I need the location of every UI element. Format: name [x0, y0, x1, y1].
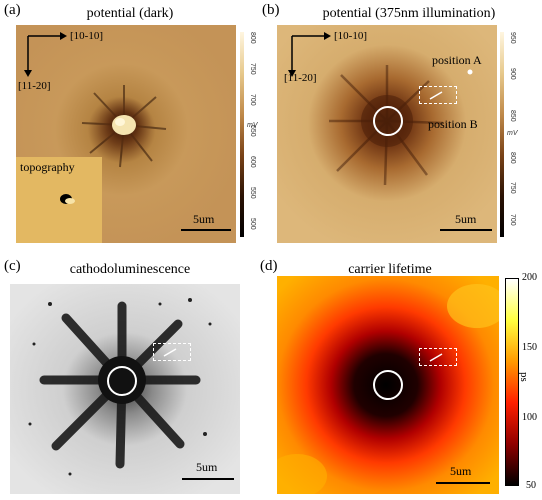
- panel-a-scalebar-label: 5um: [193, 212, 215, 226]
- panel-b-box-line: [429, 91, 443, 100]
- panel-b-position-a-label: position A: [432, 53, 482, 67]
- panel-d-title: carrier lifetime: [348, 262, 432, 277]
- panel-d-scalebar: [436, 482, 490, 484]
- panel-c-label: (c): [4, 258, 21, 274]
- colorbar-tick: 700: [509, 214, 516, 226]
- panel-a-dir-y-label: [11-20]: [18, 80, 51, 92]
- panel-b-scalebar-label: 5um: [455, 212, 477, 226]
- panel-b-position-a-marker: [467, 69, 473, 75]
- panel-b-title: potential (375nm illumination): [322, 6, 496, 21]
- colorbar-tick: 800: [509, 152, 516, 164]
- panel-a-title: potential (dark): [86, 6, 174, 21]
- panel-d-dashed-box: [419, 348, 457, 366]
- panel-a-colorbar-ticks: 800 750 700 650 600 550 500: [246, 32, 258, 237]
- colorbar-tick: 100: [522, 412, 537, 423]
- panel-c-box-line: [163, 348, 177, 357]
- panel-c-dashed-box: [153, 343, 191, 361]
- panel-a-topography-image: [16, 157, 102, 243]
- colorbar-tick: 750: [509, 182, 516, 194]
- colorbar-tick: 150: [522, 342, 537, 353]
- panel-d-label: (d): [260, 258, 278, 274]
- panel-b-position-b-label: position B: [428, 117, 478, 131]
- colorbar-tick: 900: [509, 68, 516, 80]
- panel-a-dir-x-label: [10-10]: [70, 30, 103, 42]
- panel-c-scalebar-label: 5um: [196, 460, 218, 474]
- panel-a-colorbar-unit: mV: [247, 122, 258, 129]
- panel-a-topography-inset: [16, 157, 102, 243]
- panel-d-box-line: [429, 353, 443, 362]
- panel-c-title: cathodoluminescence: [69, 262, 191, 277]
- panel-a-defect-core: [112, 115, 136, 135]
- panel-b-scalebar: [440, 229, 492, 231]
- panel-b-position-b-box: [419, 86, 457, 104]
- colorbar-tick: 800: [249, 32, 256, 44]
- panel-d-colorbar: [505, 278, 519, 486]
- colorbar-tick: 700: [249, 94, 256, 106]
- panel-a-colorbar: [240, 32, 244, 237]
- panel-b-dir-x-label: [10-10]: [334, 30, 367, 42]
- panel-d-scalebar-label: 5um: [450, 464, 472, 478]
- panel-b-colorbar: [500, 32, 504, 237]
- panel-d-circle: [373, 370, 403, 400]
- colorbar-tick: 950: [509, 32, 516, 44]
- panel-c-scalebar: [182, 478, 234, 480]
- colorbar-tick: 550: [249, 187, 256, 199]
- colorbar-tick: 750: [249, 63, 256, 75]
- panel-b-colorbar-unit: mV: [507, 130, 518, 137]
- panel-d-colorbar-ticks: 200 150 100 50: [522, 272, 542, 492]
- colorbar-tick: 500: [249, 218, 256, 230]
- panel-a-topography-label: topography: [20, 160, 75, 174]
- panel-b-label: (b): [262, 2, 280, 18]
- panel-a-direction-arrows: [24, 32, 67, 77]
- panel-b-position-b-circle: [373, 106, 403, 136]
- colorbar-tick: 200: [522, 272, 537, 283]
- panel-b-direction-arrows: [288, 32, 331, 77]
- panel-b-dir-y-label: [11-20]: [284, 72, 317, 84]
- panel-c-dark-spots: [28, 298, 212, 476]
- colorbar-tick: 600: [249, 156, 256, 168]
- panel-d-colorbar-unit: ps: [518, 372, 530, 382]
- panel-a-label: (a): [4, 2, 21, 18]
- colorbar-tick: 50: [526, 480, 536, 491]
- colorbar-tick: 850: [509, 110, 516, 122]
- panel-a-scalebar: [181, 229, 231, 231]
- panel-c-circle: [107, 366, 137, 396]
